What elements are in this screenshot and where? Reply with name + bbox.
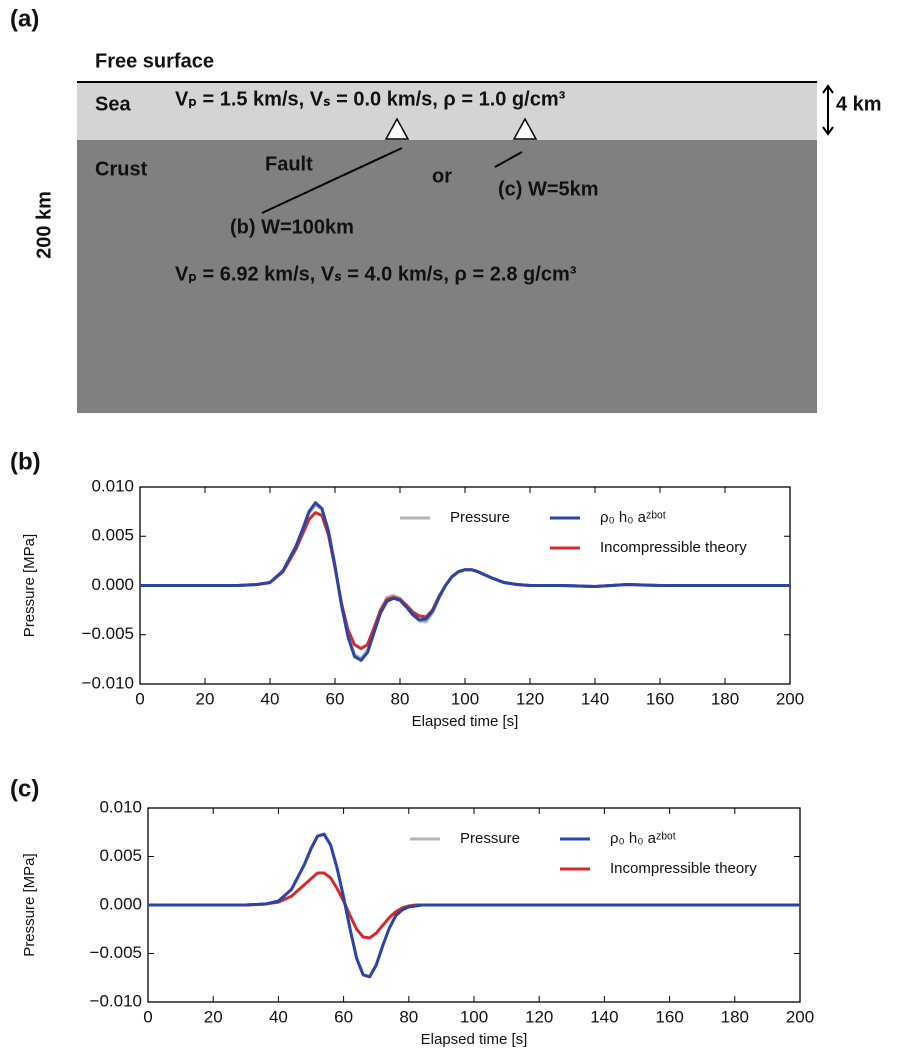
panel-label: (a)	[10, 5, 39, 32]
sea-label: Sea	[95, 93, 131, 115]
x-tick-label: 20	[204, 1007, 223, 1026]
y-tick-label: 0.005	[91, 526, 134, 545]
x-tick-label: 180	[721, 1007, 749, 1026]
x-tick-label: 120	[525, 1007, 553, 1026]
x-tick-label: 40	[261, 689, 280, 708]
y-tick-label: 0.000	[91, 575, 134, 594]
x-tick-label: 160	[655, 1007, 683, 1026]
x-tick-label: 80	[399, 1007, 418, 1026]
or-label: or	[432, 165, 452, 187]
diagram: (a) Free surface Sea Vₚ = 1.5 km/s, Vₛ =…	[10, 5, 882, 413]
station	[512, 117, 538, 140]
x-axis-title: Elapsed time [s]	[412, 713, 519, 730]
x-tick-label: 100	[451, 689, 479, 708]
x-tick-label: 200	[776, 689, 804, 708]
series-line	[140, 503, 790, 660]
y-tick-label: 0.000	[99, 894, 142, 913]
legend-label: Pressure	[450, 509, 510, 526]
y-tick-label: 0.010	[91, 476, 134, 495]
legend-label: Incompressible theory	[600, 539, 747, 556]
x-tick-label: 60	[334, 1007, 353, 1026]
fault-b-label: (b) W=100km	[230, 216, 354, 238]
x-tick-label: 100	[460, 1007, 488, 1026]
series-line	[140, 501, 790, 662]
model-depth: 200 km	[33, 191, 55, 259]
y-axis-title: Pressure [MPa]	[21, 534, 38, 637]
crust-label: Crust	[95, 158, 148, 180]
y-tick-label: −0.005	[82, 624, 134, 643]
sea-layer	[77, 82, 817, 140]
series-line	[148, 832, 800, 979]
x-tick-label: 20	[196, 689, 215, 708]
crust-params: Vₚ = 6.92 km/s, Vₛ = 4.0 km/s, ρ = 2.8 g…	[175, 263, 577, 285]
x-tick-label: 120	[516, 689, 544, 708]
fault-label: Fault	[265, 153, 313, 175]
x-tick-label: 80	[391, 689, 410, 708]
panel-label: (c)	[10, 775, 39, 802]
x-tick-label: 140	[590, 1007, 618, 1026]
fault-line	[494, 151, 523, 168]
x-tick-label: 0	[143, 1007, 152, 1026]
legend-label: ρ₀ h₀ aᶻᵇᵒᵗ	[600, 509, 666, 526]
x-tick-label: 140	[581, 689, 609, 708]
x-tick-label: 0	[135, 689, 144, 708]
crust-layer	[77, 140, 817, 413]
sea-params: Vₚ = 1.5 km/s, Vₛ = 0.0 km/s, ρ = 1.0 g/…	[175, 88, 566, 110]
panel-label: (b)	[10, 448, 41, 475]
y-tick-label: −0.010	[90, 991, 142, 1010]
free-surface-label: Free surface	[95, 50, 214, 72]
x-axis-title: Elapsed time [s]	[421, 1031, 528, 1048]
chart: (c) −0.010 −0.005 0.000 0.005 0.010 0 20 40 60 80 1…	[10, 775, 814, 1048]
depth-arrow	[822, 84, 834, 136]
y-tick-label: −0.010	[82, 673, 134, 692]
y-axis-title: Pressure [MPa]	[21, 853, 38, 956]
y-tick-label: −0.005	[90, 943, 142, 962]
y-tick-label: 0.010	[99, 797, 142, 816]
chart: (b) −0.010 −0.005 0.000 0.005 0.010 0 20 40 60 80 1…	[10, 448, 804, 730]
legend-label: Pressure	[460, 830, 520, 847]
sea-depth: 4 km	[836, 93, 882, 115]
series-line	[140, 511, 790, 651]
x-tick-label: 160	[646, 689, 674, 708]
x-tick-label: 40	[269, 1007, 288, 1026]
station	[384, 117, 410, 140]
y-tick-label: 0.005	[99, 846, 142, 865]
x-tick-label: 60	[326, 689, 345, 708]
fault-c-label: (c) W=5km	[498, 178, 599, 200]
legend-label: Incompressible theory	[610, 860, 757, 877]
fault-line	[261, 147, 403, 214]
x-tick-label: 200	[786, 1007, 814, 1026]
x-tick-label: 180	[711, 689, 739, 708]
legend-label: ρ₀ h₀ aᶻᵇᵒᵗ	[610, 830, 676, 847]
